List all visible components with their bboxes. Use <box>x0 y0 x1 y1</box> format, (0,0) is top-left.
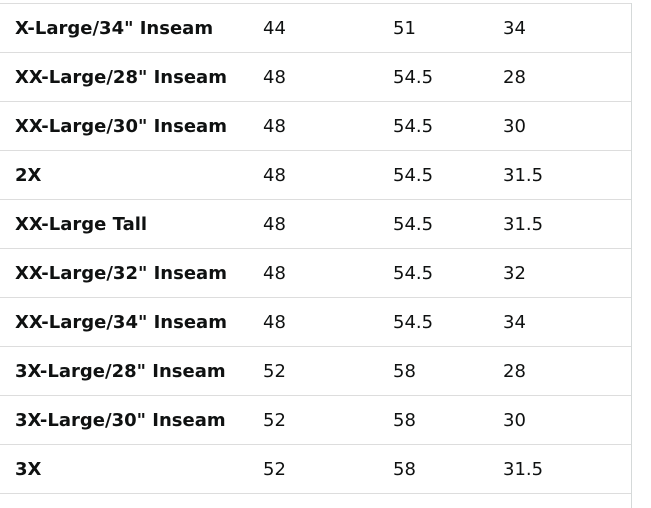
size-value: 48 <box>263 213 286 235</box>
size-label: XX-Large/34" Inseam <box>15 311 227 333</box>
size-value: 54.5 <box>393 66 434 88</box>
table-row: XX-Large Tall 48 54.5 31.5 <box>0 199 631 248</box>
size-label: 3X-Large/30" Inseam <box>15 409 226 431</box>
size-value: 30 <box>503 115 526 137</box>
size-value: 48 <box>263 66 286 88</box>
table-row: X-Large/34" Inseam 44 51 34 <box>0 3 631 52</box>
size-label: 3X <box>15 458 42 480</box>
size-value: 48 <box>263 262 286 284</box>
size-value: 48 <box>263 164 286 186</box>
size-value: 34 <box>503 17 526 39</box>
table-row: 3X-Large/30" Inseam 52 58 30 <box>0 395 631 444</box>
size-label: 2X <box>15 164 42 186</box>
size-value: 34 <box>503 311 526 333</box>
size-value: 54.5 <box>393 262 434 284</box>
size-value: 30 <box>503 409 526 431</box>
size-label: X-Large/34" Inseam <box>15 17 214 39</box>
size-value: 31.5 <box>503 164 544 186</box>
table-row: XX-Large/30" Inseam 48 54.5 30 <box>0 101 631 150</box>
size-chart-table: X-Large/34" Inseam 44 51 34 XX-Large/28" Ins… <box>0 3 632 508</box>
size-label: 3X-Large/28" Inseam <box>15 360 226 382</box>
size-label: XX-Large/30" Inseam <box>15 115 227 137</box>
size-value: 58 <box>393 360 416 382</box>
size-value: 28 <box>503 360 526 382</box>
size-value: 54.5 <box>393 164 434 186</box>
size-label: XX-Large/32" Inseam <box>15 262 227 284</box>
size-value: 32 <box>503 262 526 284</box>
size-label: XX-Large/28" Inseam <box>15 66 227 88</box>
size-value: 44 <box>263 17 286 39</box>
table-row: XX-Large/32" Inseam 48 54.5 32 <box>0 248 631 297</box>
size-value: 54.5 <box>393 115 434 137</box>
table-row: 3X 52 58 31.5 <box>0 444 631 493</box>
size-value: 52 <box>263 360 286 382</box>
size-value: 31.5 <box>503 458 544 480</box>
size-value: 54.5 <box>393 311 434 333</box>
size-value: 54.5 <box>393 213 434 235</box>
size-value: 31.5 <box>503 213 544 235</box>
size-value: 52 <box>263 409 286 431</box>
size-value: 28 <box>503 66 526 88</box>
size-value: 58 <box>393 458 416 480</box>
size-value: 48 <box>263 115 286 137</box>
table-bottom-border <box>0 493 631 494</box>
size-label: XX-Large Tall <box>15 213 148 235</box>
size-value: 48 <box>263 311 286 333</box>
table-row: XX-Large/34" Inseam 48 54.5 34 <box>0 297 631 346</box>
table-row: XX-Large/28" Inseam 48 54.5 28 <box>0 52 631 101</box>
size-value: 58 <box>393 409 416 431</box>
size-value: 51 <box>393 17 416 39</box>
size-value: 52 <box>263 458 286 480</box>
table-row: 3X-Large/28" Inseam 52 58 28 <box>0 346 631 395</box>
table-row: 2X 48 54.5 31.5 <box>0 150 631 199</box>
